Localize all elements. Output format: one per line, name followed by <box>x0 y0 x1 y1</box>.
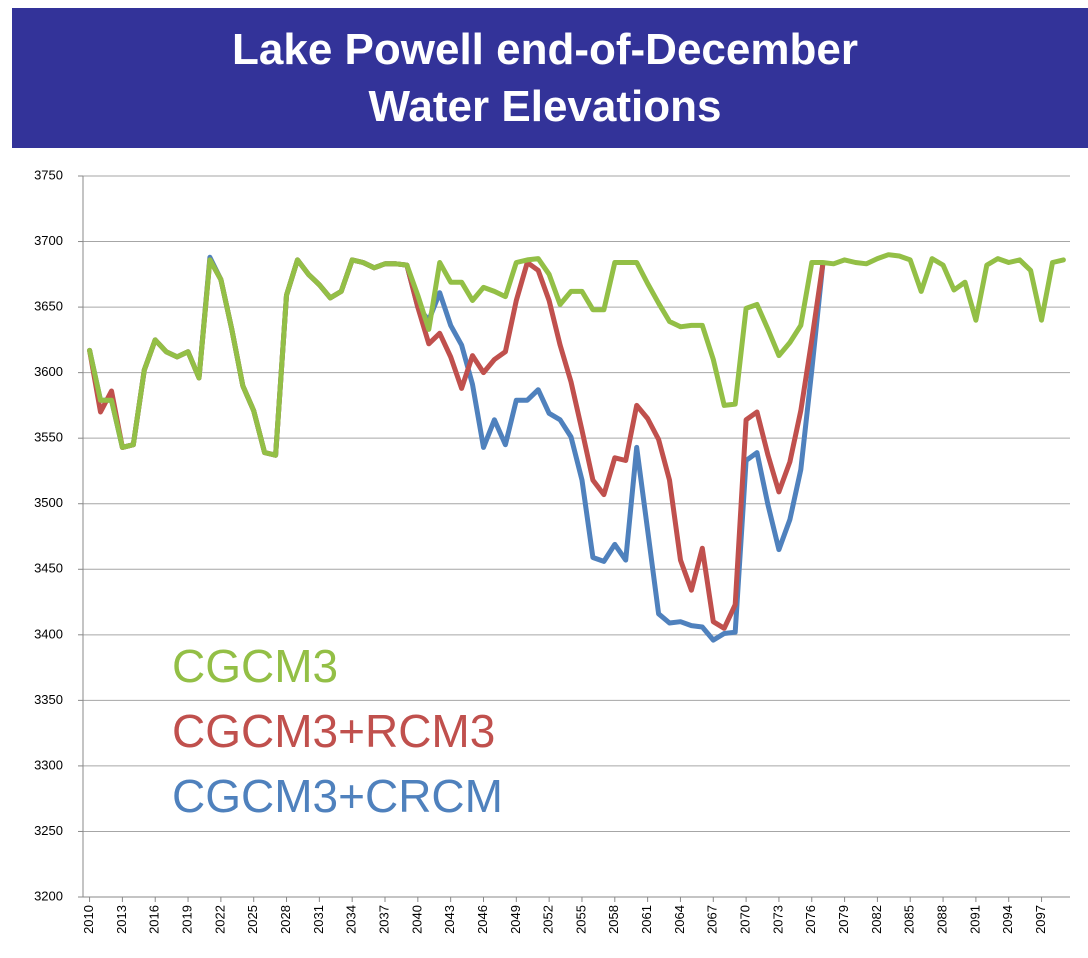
x-tick-label: 2067 <box>705 905 720 934</box>
y-tick-label: 3750 <box>34 167 63 182</box>
x-tick-label: 2070 <box>738 905 753 934</box>
x-tick-label: 2049 <box>508 905 523 934</box>
x-tick-label: 2061 <box>639 905 654 934</box>
legend-entry: CGCM3 <box>172 640 338 692</box>
x-tick-label: 2079 <box>836 905 851 934</box>
legend-entry: CGCM3+RCM3 <box>172 705 495 757</box>
x-tick-label: 2082 <box>869 905 884 934</box>
x-tick-label: 2046 <box>475 905 490 934</box>
y-tick-label: 3650 <box>34 299 63 314</box>
y-tick-label: 3450 <box>34 561 63 576</box>
y-tick-label: 3200 <box>34 888 63 903</box>
y-tick-label: 3600 <box>34 364 63 379</box>
chart-title: Lake Powell end-of-December Water Elevati… <box>232 25 858 131</box>
x-tick-label: 2034 <box>344 905 359 934</box>
x-tick-label: 2037 <box>376 905 391 934</box>
title-band <box>12 8 1088 148</box>
x-tick-label: 2043 <box>442 905 457 934</box>
x-tick-label: 2019 <box>179 905 194 934</box>
x-tick-label: 2040 <box>409 905 424 934</box>
x-tick-label: 2058 <box>606 905 621 934</box>
y-tick-label: 3550 <box>34 430 63 445</box>
x-tick-label: 2076 <box>803 905 818 934</box>
x-tick-label: 2052 <box>541 905 556 934</box>
x-tick-label: 2085 <box>902 905 917 934</box>
x-tick-label: 2094 <box>1000 905 1015 934</box>
x-tick-label: 2064 <box>672 905 687 934</box>
legend-entry: CGCM3+CRCM <box>172 770 503 822</box>
x-tick-label: 2097 <box>1033 905 1048 934</box>
y-tick-label: 3500 <box>34 495 63 510</box>
x-tick-label: 2091 <box>967 905 982 934</box>
x-tick-label: 2022 <box>212 905 227 934</box>
series-line <box>87 252 1066 458</box>
x-tick-label: 2013 <box>114 905 129 934</box>
x-tick-label: 2016 <box>147 905 162 934</box>
y-tick-label: 3700 <box>34 233 63 248</box>
y-tick-label: 3400 <box>34 626 63 641</box>
x-tick-label: 2010 <box>81 905 96 934</box>
y-tick-label: 3350 <box>34 692 63 707</box>
x-tick-label: 2028 <box>278 905 293 934</box>
series-line <box>87 254 826 643</box>
x-tick-label: 2031 <box>311 905 326 934</box>
x-tick-label: 2073 <box>770 905 785 934</box>
y-tick-label: 3300 <box>34 757 63 772</box>
y-tick-label: 3250 <box>34 823 63 838</box>
x-tick-label: 2055 <box>573 905 588 934</box>
x-tick-label: 2025 <box>245 905 260 934</box>
x-tick-label: 2088 <box>935 905 950 934</box>
series-line <box>87 257 826 631</box>
